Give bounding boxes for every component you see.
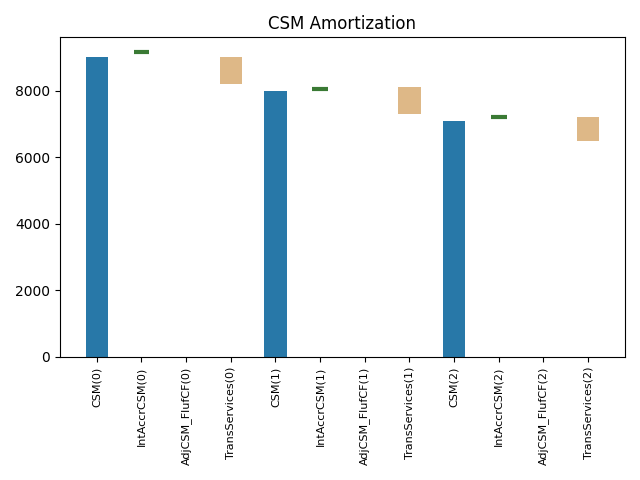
Bar [264, 91, 287, 357]
Bar [220, 57, 242, 84]
Bar [398, 87, 420, 114]
Title: CSM Amortization: CSM Amortization [268, 15, 417, 33]
Bar [443, 120, 465, 357]
Bar [577, 117, 599, 141]
Bar [86, 57, 108, 357]
